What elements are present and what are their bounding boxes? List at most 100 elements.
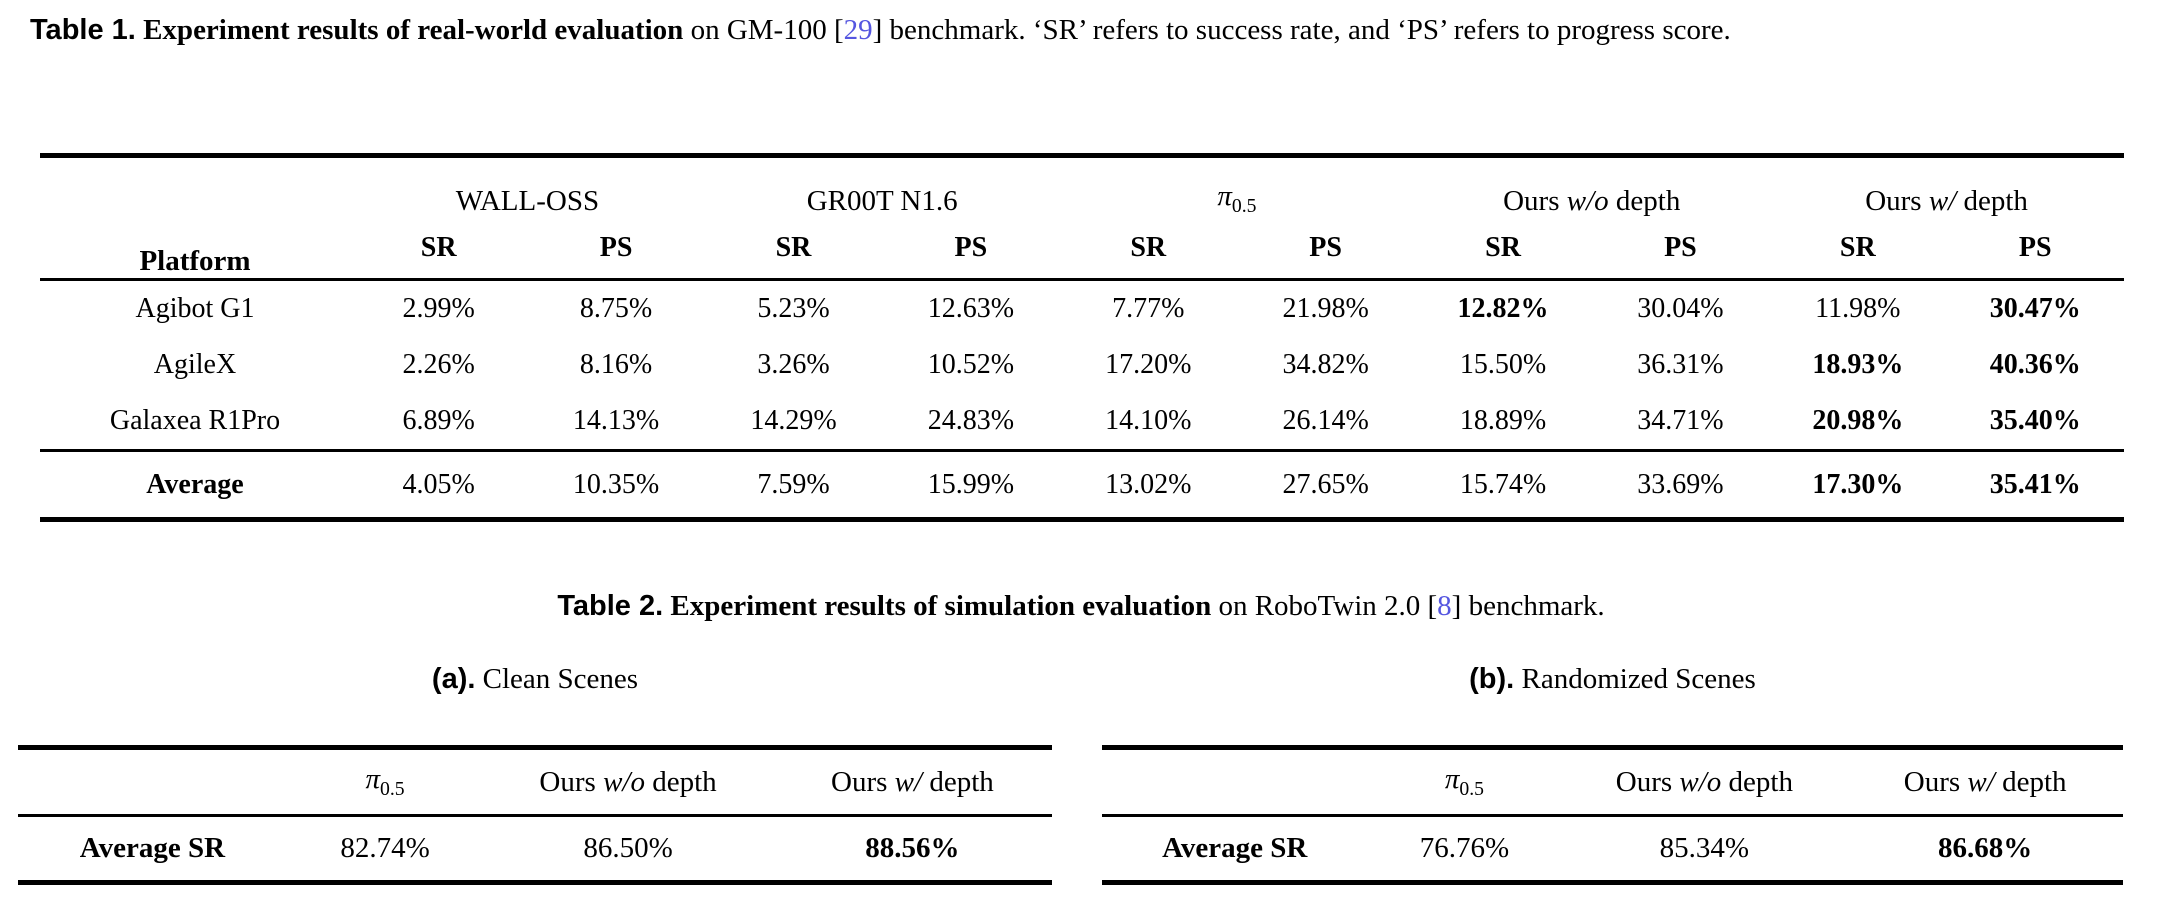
subtable-a-caption: (a). Clean Scenes [18, 663, 1052, 696]
ours-w-pre: Ours [1903, 765, 1968, 798]
subtable-b-caption: (b). Randomized Scenes [1102, 663, 2123, 696]
value-cell: 10.52% [927, 349, 1015, 380]
group-header-ours-wo-depth: Ours w/o depth [1414, 156, 1769, 219]
citation-link-29[interactable]: 29 [843, 14, 873, 46]
ours-w-italic: w/ [894, 765, 923, 798]
value-cell: 36.31% [1637, 349, 1724, 380]
subtable-b-header: π0.5 Ours w/o depth Ours w/ depth [1102, 748, 2123, 816]
group-header-gr00t-n1-6: GR00T N1.6 [806, 185, 958, 217]
group-header-wall-oss: WALL-OSS [455, 185, 600, 217]
value-cell: 13.02% [1105, 468, 1192, 500]
pi-subscript: 0.5 [1231, 195, 1257, 217]
value-cell: 27.65% [1282, 468, 1369, 500]
table1-caption-text-end: ] benchmark. ‘SR’ refers to success rate… [872, 14, 1731, 46]
value-cell: 12.63% [927, 293, 1015, 324]
value-cell: 82.74% [340, 832, 430, 864]
row-label-cell: Average SR [79, 832, 226, 864]
table1-header: Platform WALL-OSS GR00T N1.6 π0.5 Ours w… [40, 156, 2124, 280]
value-cell: 33.69% [1637, 468, 1724, 500]
ours-w-italic: w/ [1928, 185, 1957, 217]
ours-w-italic: w/ [1967, 765, 1995, 798]
col-header-sr: SR [1485, 232, 1521, 263]
ours-wo-pre: Ours [1503, 185, 1567, 217]
value-cell: 34.82% [1282, 349, 1369, 380]
ours-w-pre: Ours [831, 765, 895, 798]
value-cell: 15.74% [1459, 468, 1547, 500]
col-header-sr: SR [775, 232, 812, 263]
subtable-b-container: π0.5 Ours w/o depth Ours w/ depth Averag… [1102, 745, 2123, 885]
row-label-cell: Average SR [1162, 832, 1308, 864]
value-cell: 26.14% [1282, 405, 1369, 436]
subtable-a-container: π0.5 Ours w/o depth Ours w/ depth Averag… [18, 745, 1052, 885]
table-row-average-sr: Average SR 82.74% 86.50% 88.56% [18, 816, 1052, 883]
col-header-ps: PS [599, 232, 633, 263]
table1-container: Platform WALL-OSS GR00T N1.6 π0.5 Ours w… [40, 153, 2124, 522]
value-cell: 86.50% [583, 832, 673, 864]
value-cell: 8.16% [579, 349, 653, 380]
ours-wo-italic: w/o [1679, 765, 1722, 798]
value-cell: 3.26% [757, 349, 830, 380]
col-header-ps: PS [954, 232, 988, 263]
table2-caption-bold-text: Experiment results of simulation evaluat… [670, 590, 1212, 622]
value-cell: 15.99% [927, 468, 1015, 500]
table1: Platform WALL-OSS GR00T N1.6 π0.5 Ours w… [40, 153, 2124, 522]
subtable-a-title: Clean Scenes [482, 663, 639, 695]
platform-cell: Agibot G1 [135, 293, 255, 324]
table-row-agibot-g1: Agibot G1 2.99% 8.75% 5.23% 12.63% 7.77%… [40, 280, 2124, 338]
subtable-a: π0.5 Ours w/o depth Ours w/ depth Averag… [18, 745, 1052, 885]
empty-corner-cell [1102, 748, 1367, 816]
table2-caption: Table 2. Experiment results of simulatio… [0, 582, 2162, 630]
table2-caption-text-end: ] benchmark. [1451, 590, 1605, 622]
ours-w-post: depth [1994, 765, 2067, 798]
citation-link-8[interactable]: 8 [1437, 590, 1452, 622]
pi-symbol: π [1444, 763, 1460, 796]
table-row-average-sr: Average SR 76.76% 85.34% 86.68% [1102, 816, 2123, 883]
value-cell: 8.75% [579, 293, 653, 324]
value-cell: 11.98% [1815, 293, 1901, 324]
subtable-a-header: π0.5 Ours w/o depth Ours w/ depth [18, 748, 1052, 816]
value-cell: 85.34% [1659, 832, 1750, 864]
value-cell: 5.23% [757, 293, 830, 324]
empty-corner-cell [18, 748, 287, 816]
subtable-a-tag: (a). [431, 663, 476, 695]
pi-symbol: π [1217, 180, 1232, 213]
col-header-sr: SR [420, 232, 457, 263]
table-row-average: Average 4.05% 10.35% 7.59% 15.99% 13.02%… [40, 450, 2124, 520]
platform-cell: AgileX [153, 349, 237, 380]
average-label-cell: Average [146, 468, 244, 500]
table1-caption-label: Table 1. [30, 14, 136, 46]
col-header-pi-0-5: π0.5 [1367, 748, 1561, 816]
col-header-pi-0-5: π0.5 [287, 748, 483, 816]
col-header-ours-w-depth: Ours w/ depth [773, 748, 1052, 816]
value-cell: 14.29% [750, 405, 837, 436]
table1-subheader-row: SR PS SR PS SR PS SR PS SR PS [40, 218, 2124, 280]
ours-w-pre: Ours [1865, 185, 1929, 217]
group-header-pi-0-5: π0.5 [1060, 156, 1415, 219]
table1-caption: Table 1. Experiment results of real-worl… [30, 6, 2135, 54]
table1-caption-bold-text: Experiment results of real-world evaluat… [143, 14, 684, 46]
ours-wo-post: depth [1608, 185, 1681, 217]
table-row-agilex: AgileX 2.26% 8.16% 3.26% 10.52% 17.20% 3… [40, 337, 2124, 393]
table2-caption-text: on RoboTwin 2.0 [ [1211, 590, 1438, 622]
col-header-ours-w-depth: Ours w/ depth [1847, 748, 2123, 816]
ours-wo-italic: w/o [1566, 185, 1609, 217]
col-header-ours-wo-depth: Ours w/o depth [483, 748, 773, 816]
pi-symbol: π [365, 763, 380, 796]
value-cell-best: 12.82% [1457, 293, 1549, 324]
subtable-b-tag: (b). [1469, 663, 1515, 695]
value-cell: 34.71% [1637, 405, 1724, 436]
value-cell: 18.89% [1459, 405, 1547, 436]
ours-wo-pre: Ours [539, 765, 604, 798]
ours-wo-pre: Ours [1615, 765, 1680, 798]
value-cell: 21.98% [1282, 293, 1369, 324]
ours-wo-post: depth [1721, 765, 1793, 798]
value-cell: 10.35% [572, 468, 660, 500]
table1-caption-text: on GM-100 [ [683, 14, 844, 46]
value-cell: 14.10% [1105, 405, 1192, 436]
subtable-b-title: Randomized Scenes [1521, 663, 1756, 695]
value-cell: 76.76% [1419, 832, 1510, 864]
value-cell: 30.04% [1637, 293, 1724, 324]
value-cell: 14.13% [572, 405, 660, 436]
ours-wo-post: depth [644, 765, 717, 798]
